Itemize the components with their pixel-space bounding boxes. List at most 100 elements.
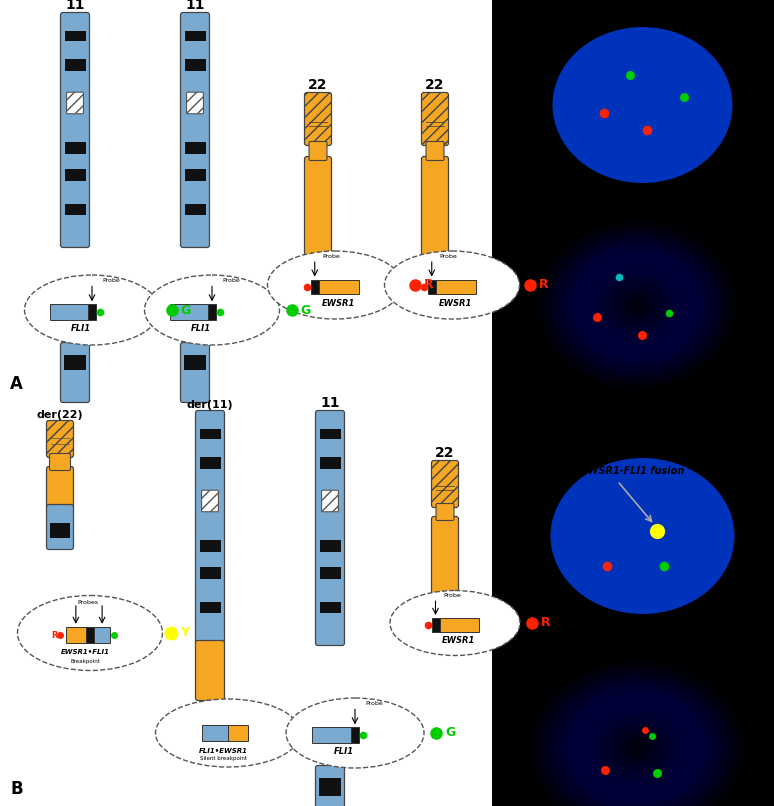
FancyBboxPatch shape bbox=[422, 156, 448, 257]
Text: R: R bbox=[541, 617, 550, 629]
Bar bbox=[320, 457, 341, 469]
Bar bbox=[184, 204, 206, 215]
Text: Probe: Probe bbox=[365, 701, 383, 706]
Bar bbox=[64, 169, 85, 181]
FancyBboxPatch shape bbox=[187, 92, 204, 114]
Ellipse shape bbox=[580, 256, 694, 354]
Ellipse shape bbox=[583, 704, 691, 792]
Text: Probe: Probe bbox=[323, 254, 341, 259]
Bar bbox=[170, 305, 208, 320]
Bar bbox=[436, 280, 476, 294]
Text: 11: 11 bbox=[320, 396, 340, 410]
Text: Probe: Probe bbox=[440, 254, 457, 259]
Text: 22: 22 bbox=[435, 446, 455, 460]
Bar bbox=[66, 627, 86, 643]
FancyBboxPatch shape bbox=[46, 421, 74, 458]
Ellipse shape bbox=[566, 244, 708, 366]
Bar bbox=[88, 305, 96, 320]
Bar bbox=[94, 627, 110, 643]
Bar bbox=[320, 429, 341, 439]
Text: EWSR1: EWSR1 bbox=[442, 636, 476, 645]
Bar bbox=[184, 142, 206, 154]
Bar bbox=[428, 280, 436, 294]
FancyBboxPatch shape bbox=[201, 490, 218, 512]
Bar bbox=[184, 169, 206, 181]
Bar bbox=[313, 727, 351, 742]
Ellipse shape bbox=[560, 685, 714, 806]
Text: B: B bbox=[10, 780, 22, 798]
Text: Probes: Probes bbox=[77, 600, 98, 605]
Text: der(11): der(11) bbox=[187, 400, 233, 410]
Bar bbox=[208, 305, 216, 320]
FancyBboxPatch shape bbox=[426, 142, 444, 160]
Ellipse shape bbox=[536, 667, 738, 806]
Bar bbox=[64, 142, 85, 154]
FancyBboxPatch shape bbox=[304, 156, 331, 257]
Bar bbox=[200, 429, 221, 439]
Ellipse shape bbox=[573, 251, 701, 359]
Bar bbox=[500, 200, 774, 400]
Bar bbox=[500, 638, 774, 806]
Text: der(22): der(22) bbox=[36, 410, 84, 420]
FancyBboxPatch shape bbox=[50, 454, 70, 471]
FancyBboxPatch shape bbox=[431, 517, 458, 605]
Bar bbox=[320, 567, 341, 579]
FancyBboxPatch shape bbox=[180, 13, 210, 247]
Bar bbox=[64, 204, 85, 215]
FancyBboxPatch shape bbox=[180, 343, 210, 402]
Bar bbox=[86, 627, 94, 643]
Ellipse shape bbox=[544, 226, 730, 384]
Bar bbox=[320, 539, 341, 552]
FancyBboxPatch shape bbox=[309, 142, 327, 160]
Bar bbox=[319, 778, 341, 796]
Ellipse shape bbox=[608, 280, 666, 330]
Ellipse shape bbox=[286, 698, 424, 768]
FancyBboxPatch shape bbox=[316, 766, 344, 806]
Ellipse shape bbox=[575, 698, 699, 798]
Bar bbox=[0, 0, 492, 806]
FancyBboxPatch shape bbox=[304, 93, 331, 146]
Text: G: G bbox=[180, 304, 190, 317]
Bar bbox=[310, 280, 319, 294]
Bar bbox=[202, 725, 228, 742]
Ellipse shape bbox=[385, 251, 519, 319]
Bar bbox=[64, 355, 86, 370]
Text: Silent breakpoint: Silent breakpoint bbox=[200, 756, 246, 761]
Text: EWSR1: EWSR1 bbox=[322, 298, 356, 308]
FancyBboxPatch shape bbox=[321, 490, 338, 512]
Ellipse shape bbox=[594, 268, 680, 342]
Bar bbox=[200, 567, 221, 579]
Bar bbox=[50, 523, 70, 538]
FancyBboxPatch shape bbox=[316, 410, 344, 646]
Ellipse shape bbox=[25, 275, 159, 345]
FancyBboxPatch shape bbox=[46, 505, 74, 550]
Text: Probe: Probe bbox=[444, 593, 461, 598]
FancyBboxPatch shape bbox=[60, 13, 90, 247]
Bar bbox=[64, 59, 85, 72]
Bar bbox=[200, 457, 221, 469]
FancyBboxPatch shape bbox=[431, 460, 458, 508]
Ellipse shape bbox=[629, 742, 645, 754]
Text: Breakpoint: Breakpoint bbox=[70, 659, 100, 663]
Ellipse shape bbox=[630, 299, 644, 311]
Ellipse shape bbox=[544, 672, 730, 806]
Text: A: A bbox=[10, 375, 23, 393]
Ellipse shape bbox=[615, 287, 659, 323]
Text: 11: 11 bbox=[65, 0, 84, 12]
Ellipse shape bbox=[601, 275, 673, 335]
Ellipse shape bbox=[614, 729, 660, 767]
Bar bbox=[319, 280, 359, 294]
FancyBboxPatch shape bbox=[196, 410, 224, 646]
Bar bbox=[320, 601, 341, 613]
Text: FLI1: FLI1 bbox=[190, 324, 211, 333]
Bar bbox=[431, 618, 440, 632]
Text: FLI1: FLI1 bbox=[70, 324, 91, 333]
Bar bbox=[500, 438, 774, 628]
Bar bbox=[351, 727, 359, 742]
Ellipse shape bbox=[156, 699, 300, 767]
Text: R: R bbox=[52, 630, 58, 639]
Ellipse shape bbox=[268, 251, 402, 319]
Ellipse shape bbox=[622, 735, 652, 761]
Ellipse shape bbox=[550, 458, 735, 614]
Text: 11: 11 bbox=[185, 0, 205, 12]
